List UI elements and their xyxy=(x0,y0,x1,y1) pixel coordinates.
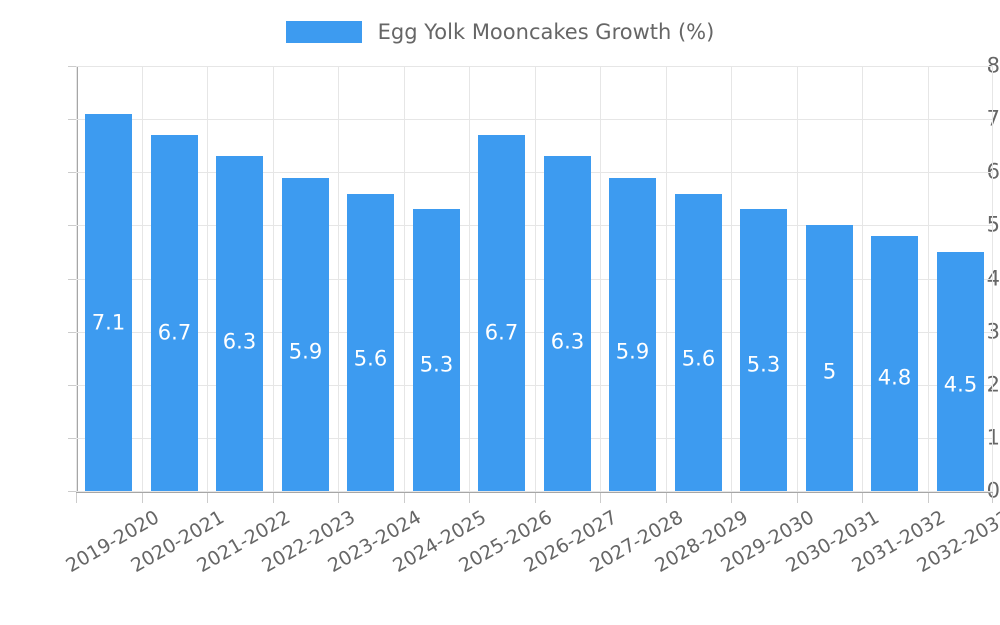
y-gridline xyxy=(76,491,993,492)
x-gridline xyxy=(207,66,208,491)
x-gridline xyxy=(992,66,993,491)
x-axis-tick-mark xyxy=(469,493,470,503)
legend-label: Egg Yolk Mooncakes Growth (%) xyxy=(377,19,715,44)
x-axis-tick-mark xyxy=(535,493,536,503)
bar[interactable]: 5.9 xyxy=(282,177,329,491)
x-gridline xyxy=(76,66,77,491)
x-axis-tick-mark xyxy=(862,493,863,503)
bar[interactable]: 6.3 xyxy=(544,156,591,491)
x-axis-tick-mark xyxy=(666,493,667,503)
y-axis-tick-label: 4 xyxy=(986,266,1000,290)
y-gridline xyxy=(76,225,993,227)
x-gridline xyxy=(404,66,405,491)
x-axis-tick-mark xyxy=(142,493,143,503)
bar-value-label: 6.7 xyxy=(484,320,519,345)
bar[interactable]: 6.7 xyxy=(478,135,525,491)
bar-value-label: 4.8 xyxy=(877,365,912,390)
x-axis-line xyxy=(76,491,993,493)
y-gridline xyxy=(76,331,993,333)
bar[interactable]: 5 xyxy=(806,225,853,491)
x-gridline xyxy=(142,66,143,491)
bar-value-label: 5.3 xyxy=(746,352,781,377)
x-axis-tick-mark xyxy=(600,493,601,503)
x-axis-tick-mark xyxy=(797,493,798,503)
y-axis-tick-mark xyxy=(68,331,76,333)
bar-value-label: 5.6 xyxy=(353,346,388,370)
x-gridline xyxy=(338,66,339,491)
y-axis-tick-mark xyxy=(68,278,76,280)
y-gridline xyxy=(76,278,993,280)
y-gridline xyxy=(76,437,993,439)
bar[interactable]: 7.1 xyxy=(85,113,132,491)
x-axis-tick-mark xyxy=(731,493,732,503)
x-axis-tick-mark xyxy=(992,493,993,503)
y-gridline xyxy=(76,66,993,67)
y-axis-tick-mark xyxy=(68,172,76,174)
plot-area: 7.1 6.7 6.3 5.9 5.6 5.3 6.7 6.3 5.9 5.6 5.3 5 4.8 4.5 xyxy=(76,66,993,492)
bar-value-label: 5.6 xyxy=(681,346,716,370)
bar[interactable]: 5.9 xyxy=(609,177,656,491)
x-gridline xyxy=(928,66,929,491)
x-gridline xyxy=(666,66,667,491)
y-axis-tick-label: 6 xyxy=(986,159,1000,184)
x-axis-tick-mark xyxy=(404,493,405,503)
y-axis-tick-label: 5 xyxy=(986,212,1000,237)
bar[interactable]: 6.3 xyxy=(216,156,263,491)
y-axis-tick-mark xyxy=(68,437,76,439)
y-axis-tick-label: 7 xyxy=(986,106,1000,131)
y-gridline xyxy=(76,119,993,121)
x-gridline xyxy=(273,66,274,491)
y-axis-tick-label: 0 xyxy=(986,478,1000,503)
y-axis-tick-label: 1 xyxy=(986,425,1000,450)
x-axis-tick-mark xyxy=(207,493,208,503)
bar-value-label: 6.3 xyxy=(222,329,257,354)
x-gridline xyxy=(731,66,732,491)
y-axis-tick-marks xyxy=(0,0,76,600)
y-axis-tick-label: 2 xyxy=(986,372,1000,397)
y-axis-tick-label: 3 xyxy=(986,319,1000,344)
bar-value-label: 5.3 xyxy=(419,352,454,377)
x-gridline xyxy=(797,66,798,491)
bar-value-label: 6.7 xyxy=(157,320,192,345)
bar[interactable]: 5.6 xyxy=(675,193,722,491)
bar-value-label: 5 xyxy=(822,359,837,384)
chart-legend: Egg Yolk Mooncakes Growth (%) xyxy=(0,14,1000,50)
bar[interactable]: 6.7 xyxy=(151,135,198,491)
x-axis-tick-mark xyxy=(338,493,339,503)
bar-value-label: 6.3 xyxy=(550,329,585,354)
y-axis-tick-mark xyxy=(68,491,76,492)
x-axis-tick-mark xyxy=(273,493,274,503)
bar[interactable]: 5.3 xyxy=(413,209,460,491)
bar-value-label: 5.9 xyxy=(615,339,650,364)
x-gridline xyxy=(535,66,536,491)
bar-value-label: 5.9 xyxy=(288,339,323,364)
y-axis-tick-mark xyxy=(68,225,76,227)
bar-value-label: 7.1 xyxy=(91,310,126,335)
x-axis-tick-mark xyxy=(928,493,929,503)
y-axis-tick-mark xyxy=(68,384,76,386)
x-gridline xyxy=(469,66,470,491)
x-gridline xyxy=(862,66,863,491)
y-axis-tick-mark xyxy=(68,66,76,67)
x-gridline xyxy=(600,66,601,491)
y-gridline xyxy=(76,384,993,386)
y-gridline xyxy=(76,172,993,174)
y-axis-tick-mark xyxy=(68,119,76,121)
bar[interactable]: 4.8 xyxy=(871,236,918,491)
bar[interactable]: 4.5 xyxy=(937,251,984,491)
x-axis-tick-mark xyxy=(76,493,77,503)
bar[interactable]: 5.3 xyxy=(740,209,787,491)
legend-item[interactable]: Egg Yolk Mooncakes Growth (%) xyxy=(285,19,715,44)
bar-value-label: 4.5 xyxy=(943,372,978,397)
y-axis-tick-label: 8 xyxy=(986,53,1000,78)
legend-swatch-icon xyxy=(285,21,362,43)
bar[interactable]: 5.6 xyxy=(347,193,394,491)
